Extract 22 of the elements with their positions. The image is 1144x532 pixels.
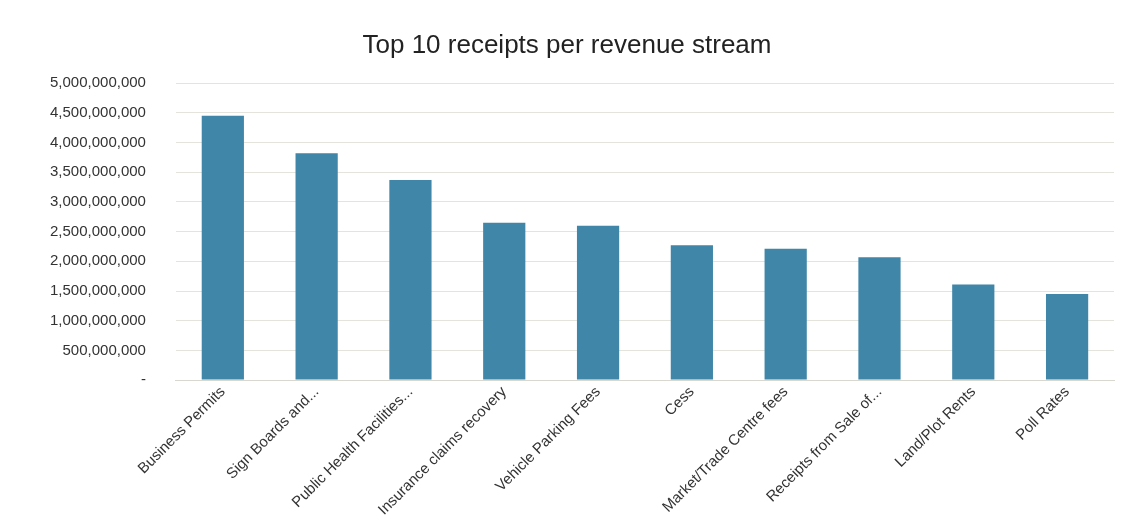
bar <box>858 257 901 380</box>
y-tick-label: - <box>140 370 146 388</box>
y-tick-label: 4,500,000,000 <box>49 103 146 121</box>
y-tick-label: 1,000,000,000 <box>49 310 146 328</box>
bar <box>201 115 244 380</box>
y-tick-label: 2,000,000,000 <box>49 251 146 269</box>
bar <box>389 179 432 380</box>
bar <box>576 225 620 380</box>
bar <box>295 153 338 380</box>
bar <box>1045 293 1089 380</box>
y-tick-label: 3,500,000,000 <box>49 162 146 180</box>
chart-title: Top 10 receipts per revenue stream <box>362 28 772 59</box>
bar <box>670 245 713 380</box>
y-tick-label: 2,500,000,000 <box>49 221 146 239</box>
y-tick-label: 5,000,000,000 <box>49 73 146 91</box>
bar <box>483 222 526 380</box>
y-tick-label: 4,000,000,000 <box>49 132 146 150</box>
bar <box>952 284 995 380</box>
y-tick-label: 1,500,000,000 <box>49 281 146 299</box>
bar <box>764 248 807 380</box>
y-tick-label: 3,000,000,000 <box>49 192 146 210</box>
y-tick-label: 500,000,000 <box>62 340 146 358</box>
